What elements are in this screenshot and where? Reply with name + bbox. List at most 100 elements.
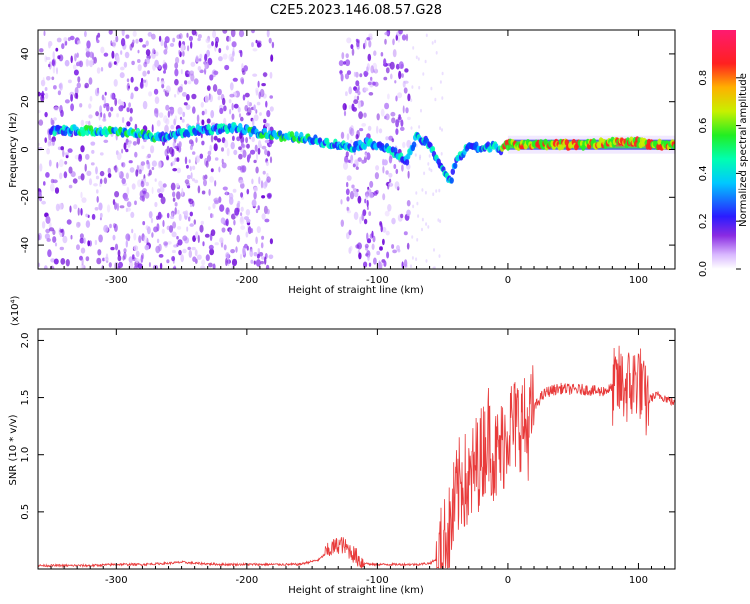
noise-point [366, 206, 369, 210]
noise-point [93, 56, 97, 64]
noise-point [433, 266, 436, 269]
noise-point [243, 243, 248, 249]
noise-point [120, 50, 123, 55]
noise-point [121, 30, 125, 37]
noise-point [128, 256, 133, 263]
noise-point [251, 199, 257, 207]
noise-point [387, 204, 392, 212]
noise-point [262, 170, 266, 175]
noise-point [353, 191, 359, 198]
noise-point [114, 243, 119, 251]
noise-point [344, 73, 350, 80]
noise-point [233, 149, 238, 156]
noise-point [230, 141, 235, 150]
noise-point [358, 111, 363, 120]
ridge-point [453, 162, 458, 169]
noise-point [88, 103, 92, 109]
noise-point [270, 54, 274, 62]
noise-point [253, 260, 256, 265]
noise-point [343, 110, 347, 117]
noise-point [105, 253, 109, 260]
noise-point [390, 111, 396, 117]
noise-point [88, 114, 93, 119]
noise-point [68, 184, 73, 189]
noise-point [264, 122, 269, 127]
noise-point [441, 128, 443, 132]
noise-point [364, 39, 367, 48]
noise-point [190, 41, 193, 49]
noise-point [357, 157, 362, 162]
noise-point [370, 65, 375, 74]
noise-point [151, 124, 154, 133]
noise-point [52, 179, 58, 184]
noise-point [221, 162, 227, 169]
noise-point [379, 221, 382, 226]
noise-point [97, 249, 102, 256]
noise-point [352, 163, 356, 168]
noise-point [46, 148, 50, 155]
noise-point [56, 67, 58, 75]
noise-point [340, 131, 345, 139]
noise-point [99, 152, 104, 156]
noise-point [65, 154, 69, 159]
noise-point [439, 80, 442, 84]
noise-point [176, 147, 180, 151]
noise-point [349, 155, 354, 164]
noise-point [116, 113, 119, 118]
noise-point [212, 84, 218, 92]
noise-point [389, 182, 392, 186]
x-tick-label: -300 [105, 575, 128, 586]
noise-point [246, 100, 250, 107]
ridge-point [404, 159, 410, 166]
noise-point [356, 95, 360, 101]
noise-point [357, 100, 362, 109]
noise-point [434, 39, 437, 44]
noise-point [222, 97, 226, 106]
noise-point [350, 139, 353, 144]
noise-point [361, 159, 366, 164]
noise-point [351, 48, 355, 56]
spectrogram-ylabel: Frequency (Hz) [8, 112, 19, 188]
noise-point [59, 172, 63, 180]
noise-point [425, 259, 428, 263]
noise-point [389, 178, 392, 184]
noise-point [245, 231, 249, 238]
noise-point [251, 30, 255, 34]
noise-point [210, 134, 214, 143]
noise-point [166, 145, 170, 154]
noise-point [231, 41, 237, 48]
noise-point [191, 30, 197, 36]
noise-point [177, 239, 183, 246]
noise-point [129, 116, 133, 122]
noise-point [218, 56, 223, 62]
noise-point [266, 176, 271, 183]
noise-point [404, 68, 409, 73]
noise-point [225, 190, 228, 196]
noise-point [174, 202, 178, 207]
noise-point [168, 146, 174, 155]
noise-point [44, 137, 47, 144]
noise-point [189, 211, 193, 217]
noise-point [186, 32, 189, 38]
noise-point [271, 41, 275, 49]
noise-point [134, 200, 137, 206]
noise-point [205, 254, 210, 262]
noise-point [406, 139, 412, 149]
noise-point [253, 191, 257, 200]
noise-point [131, 183, 136, 190]
noise-point [79, 103, 83, 108]
noise-point [132, 39, 135, 45]
noise-point [253, 159, 257, 164]
noise-point [345, 188, 350, 196]
noise-point [192, 235, 197, 243]
noise-point [58, 83, 62, 89]
noise-point [268, 37, 272, 44]
noise-point [441, 96, 444, 100]
noise-point [166, 212, 170, 219]
noise-point [66, 219, 72, 225]
noise-point [230, 30, 236, 38]
noise-point [232, 188, 237, 193]
noise-point [191, 178, 196, 182]
noise-point [137, 179, 142, 188]
noise-point [412, 204, 415, 209]
